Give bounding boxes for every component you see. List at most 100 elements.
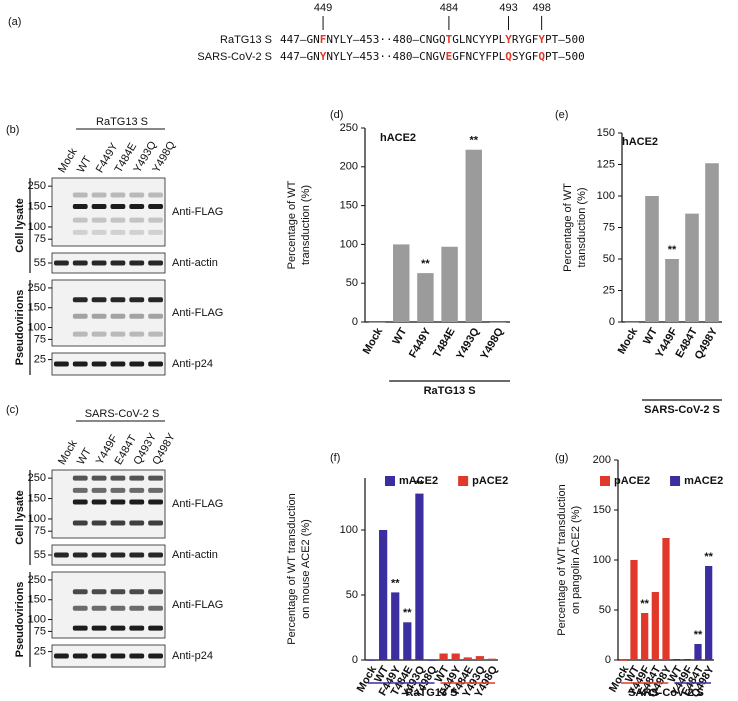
panel-letter: (b) xyxy=(6,124,19,136)
legend-swatch xyxy=(600,476,610,486)
y-tick-label: 75 xyxy=(603,221,615,233)
blot-band xyxy=(110,192,126,198)
marker-label: 75 xyxy=(34,233,46,245)
blot-band xyxy=(148,192,163,198)
marker-label: 100 xyxy=(28,221,46,233)
marker-label: 100 xyxy=(28,513,46,525)
blot-band xyxy=(148,260,163,266)
blot-band xyxy=(110,229,126,235)
blot-band xyxy=(72,260,88,266)
y-tick-label: 200 xyxy=(340,161,358,173)
blot-band xyxy=(91,361,107,367)
blot-band xyxy=(129,260,145,266)
blot-band xyxy=(148,313,163,319)
x-tick-label: F449Y xyxy=(407,325,434,360)
significance-label: ** xyxy=(469,135,478,147)
blot-band xyxy=(72,552,88,558)
bar xyxy=(619,660,627,661)
y-axis-label: Percentage of WT xyxy=(286,180,298,269)
blot-band xyxy=(91,260,107,266)
marker-label: 75 xyxy=(34,625,46,637)
blot-image xyxy=(51,644,166,668)
bar xyxy=(673,659,681,660)
group-label: SARS-CoV-2 S xyxy=(628,687,704,699)
blot-band xyxy=(72,192,88,198)
blot-band xyxy=(110,625,126,631)
blot-band xyxy=(72,313,88,319)
sequence-residue: Y xyxy=(505,33,512,46)
blot-band xyxy=(91,217,107,223)
y-tick-label: 100 xyxy=(340,524,358,536)
significance-label: ** xyxy=(415,479,424,491)
y-axis-label: Percentage of WT transduction xyxy=(556,484,568,635)
blot-image xyxy=(51,279,166,347)
blot-band xyxy=(72,475,88,481)
blot-band xyxy=(110,361,126,367)
blot-band xyxy=(129,520,145,526)
lane-label: WT xyxy=(75,154,94,175)
blot-band xyxy=(91,313,107,319)
blot-band xyxy=(72,331,88,337)
blot-band xyxy=(91,229,107,235)
blot-band xyxy=(129,625,145,631)
bar xyxy=(487,658,497,660)
blot-band xyxy=(129,589,145,595)
blot-band xyxy=(91,487,107,493)
legend-swatch xyxy=(385,476,395,486)
blot-band xyxy=(148,217,163,223)
marker-label: 75 xyxy=(34,333,46,345)
bar xyxy=(368,322,386,323)
position-number: 493 xyxy=(499,2,517,14)
blot-band xyxy=(54,361,69,367)
antibody-label: Anti-actin xyxy=(172,549,218,561)
antibody-label: Anti-FLAG xyxy=(172,599,223,611)
blot-band xyxy=(110,605,126,611)
bar xyxy=(489,322,507,323)
bar xyxy=(641,613,649,660)
chart-title: hACE2 xyxy=(622,136,658,148)
blot-band xyxy=(148,589,163,595)
y-axis-label: transduction (%) xyxy=(300,185,312,265)
blot-band xyxy=(148,520,163,526)
blot-band xyxy=(72,361,88,367)
legend-label: mACE2 xyxy=(399,475,438,487)
x-tick-label: Y498Q xyxy=(479,326,507,362)
y-axis-label: Percentage of WT transduction xyxy=(286,493,298,644)
bar xyxy=(417,273,434,322)
sequence-label: SARS-CoV-2 S xyxy=(197,51,272,63)
y-tick-label: 150 xyxy=(597,127,615,139)
blot-band xyxy=(110,313,126,319)
y-tick-label: 250 xyxy=(340,122,358,134)
blot-band xyxy=(110,260,126,266)
antibody-label: Anti-FLAG xyxy=(172,307,223,319)
bar xyxy=(665,259,679,322)
blot-band xyxy=(148,297,163,303)
legend-label: mACE2 xyxy=(684,475,723,487)
antibody-label: Anti-p24 xyxy=(172,358,213,370)
marker-label: 150 xyxy=(28,492,46,504)
sequence-residue: Q xyxy=(538,50,545,63)
blot-band xyxy=(129,552,145,558)
significance-label: ** xyxy=(640,598,649,610)
marker-label: 150 xyxy=(28,200,46,212)
y-tick-label: 50 xyxy=(599,604,611,616)
blot-band xyxy=(72,625,88,631)
marker-label: 55 xyxy=(34,257,46,269)
blot-band xyxy=(148,605,163,611)
y-tick-label: 200 xyxy=(593,454,611,466)
y-tick-label: 50 xyxy=(346,589,358,601)
sequence-residue: NYLY–453··480–CNGQ xyxy=(326,33,445,46)
blot-band xyxy=(54,552,69,558)
sequence-residue: Y xyxy=(538,33,545,46)
blot-band xyxy=(110,204,126,210)
bar xyxy=(463,657,472,660)
sequence-residue: 447–GN xyxy=(280,33,320,46)
blot-band xyxy=(110,331,126,337)
x-tick-label: Mock xyxy=(616,325,641,356)
blot-header: RaTG13 S xyxy=(96,116,148,128)
bar xyxy=(475,656,484,660)
y-tick-label: 100 xyxy=(597,190,615,202)
sequence-residue: GFNCYFPL xyxy=(452,50,505,63)
blot-band xyxy=(72,605,88,611)
